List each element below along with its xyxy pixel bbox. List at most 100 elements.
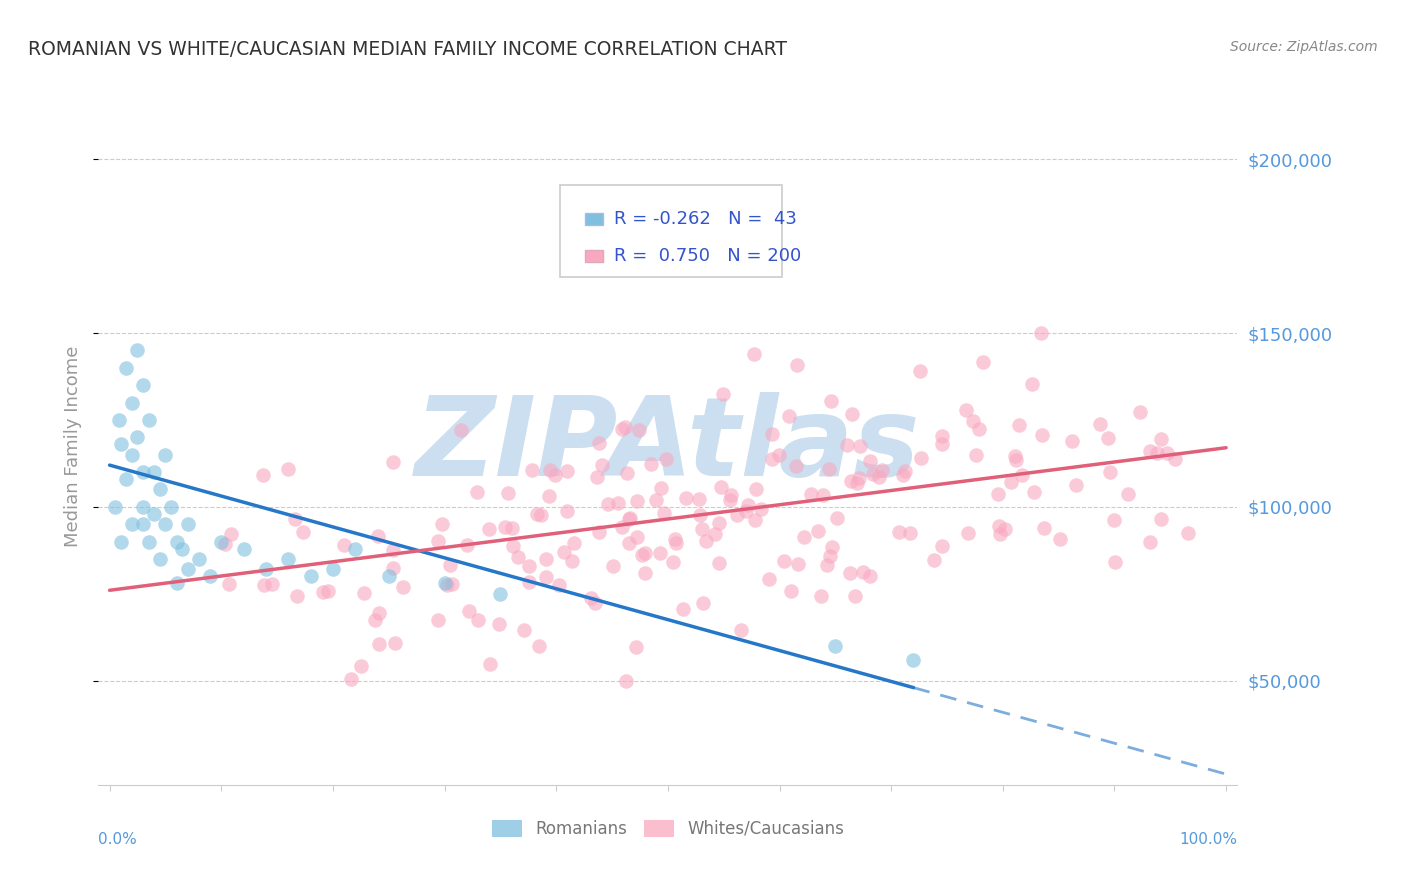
Point bbox=[1156, 446, 1178, 460]
Point bbox=[456, 538, 478, 552]
Point bbox=[744, 513, 766, 527]
Point bbox=[645, 492, 668, 507]
Point bbox=[534, 551, 557, 566]
Point bbox=[707, 556, 730, 570]
Point bbox=[441, 577, 464, 591]
Point bbox=[870, 463, 893, 477]
Point bbox=[377, 569, 399, 583]
Point bbox=[292, 524, 315, 539]
Point bbox=[450, 423, 472, 437]
Point bbox=[392, 580, 415, 594]
Point bbox=[688, 491, 710, 506]
Point bbox=[807, 524, 830, 539]
Text: 100.0%: 100.0% bbox=[1180, 832, 1237, 847]
Text: 0.0%: 0.0% bbox=[98, 832, 138, 847]
Point bbox=[994, 522, 1017, 536]
Point bbox=[815, 558, 838, 573]
Point bbox=[155, 517, 177, 532]
Point bbox=[591, 458, 613, 472]
Point bbox=[1088, 417, 1111, 431]
Point bbox=[277, 552, 299, 566]
Point bbox=[818, 462, 841, 476]
Point bbox=[778, 409, 800, 423]
Point bbox=[650, 481, 672, 495]
Point bbox=[711, 387, 734, 401]
Point bbox=[987, 487, 1010, 501]
Text: ZIPAtlas: ZIPAtlas bbox=[415, 392, 921, 500]
Point bbox=[675, 491, 697, 505]
Point bbox=[634, 566, 657, 580]
Point bbox=[382, 542, 405, 557]
Point bbox=[965, 448, 987, 462]
Text: R = -0.262   N =  43: R = -0.262 N = 43 bbox=[614, 211, 797, 228]
Point bbox=[894, 464, 917, 478]
Point bbox=[820, 540, 842, 554]
Point bbox=[439, 558, 461, 573]
Point bbox=[312, 585, 335, 599]
Legend: Romanians, Whites/Caucasians: Romanians, Whites/Caucasians bbox=[485, 813, 851, 845]
Point bbox=[110, 437, 132, 451]
Point bbox=[160, 500, 183, 514]
Point bbox=[672, 601, 695, 615]
Point bbox=[818, 549, 841, 563]
Point bbox=[214, 537, 236, 551]
Point bbox=[353, 586, 375, 600]
Point bbox=[555, 464, 578, 478]
Point bbox=[561, 554, 583, 568]
Point bbox=[1129, 404, 1152, 418]
Point bbox=[1116, 487, 1139, 501]
Point bbox=[132, 517, 155, 532]
Point bbox=[1033, 521, 1056, 535]
Point bbox=[252, 468, 274, 483]
Text: ROMANIAN VS WHITE/CAUCASIAN MEDIAN FAMILY INCOME CORRELATION CHART: ROMANIAN VS WHITE/CAUCASIAN MEDIAN FAMIL… bbox=[28, 40, 787, 59]
Point bbox=[910, 450, 932, 465]
Point bbox=[956, 526, 979, 541]
Point bbox=[209, 534, 232, 549]
Point bbox=[898, 526, 921, 541]
Point bbox=[579, 591, 602, 605]
Point bbox=[430, 517, 453, 532]
Point bbox=[931, 539, 953, 553]
Point bbox=[730, 623, 752, 637]
Point bbox=[1146, 446, 1168, 460]
Point bbox=[1062, 434, 1084, 448]
Point bbox=[172, 541, 194, 556]
Point bbox=[811, 488, 834, 502]
Point bbox=[502, 539, 524, 553]
Point bbox=[530, 508, 553, 522]
Point bbox=[835, 438, 858, 452]
Point bbox=[344, 541, 367, 556]
Text: Source: ZipAtlas.com: Source: ZipAtlas.com bbox=[1230, 40, 1378, 54]
Point bbox=[1150, 433, 1173, 447]
Point bbox=[538, 489, 561, 503]
Point bbox=[121, 395, 143, 409]
Point bbox=[489, 587, 512, 601]
Point bbox=[254, 562, 277, 576]
Point bbox=[544, 468, 567, 483]
Point bbox=[602, 559, 624, 574]
Point bbox=[627, 423, 650, 437]
Point bbox=[859, 453, 882, 467]
Point bbox=[810, 590, 832, 604]
Point bbox=[745, 482, 768, 496]
Point bbox=[626, 530, 648, 544]
Point bbox=[1064, 478, 1087, 492]
Point bbox=[1031, 428, 1053, 442]
Point bbox=[596, 497, 619, 511]
Point bbox=[848, 471, 870, 485]
Point bbox=[104, 500, 127, 514]
Point bbox=[613, 419, 636, 434]
Point bbox=[695, 533, 717, 548]
Point bbox=[433, 576, 456, 591]
Point bbox=[285, 589, 308, 603]
Point bbox=[852, 565, 875, 579]
Point bbox=[1099, 466, 1122, 480]
Point bbox=[710, 480, 733, 494]
Point bbox=[846, 476, 869, 491]
Point bbox=[1004, 452, 1026, 467]
Point bbox=[761, 427, 783, 442]
Point bbox=[758, 572, 780, 586]
Point bbox=[427, 613, 450, 627]
Point bbox=[910, 363, 932, 377]
Point bbox=[988, 518, 1011, 533]
